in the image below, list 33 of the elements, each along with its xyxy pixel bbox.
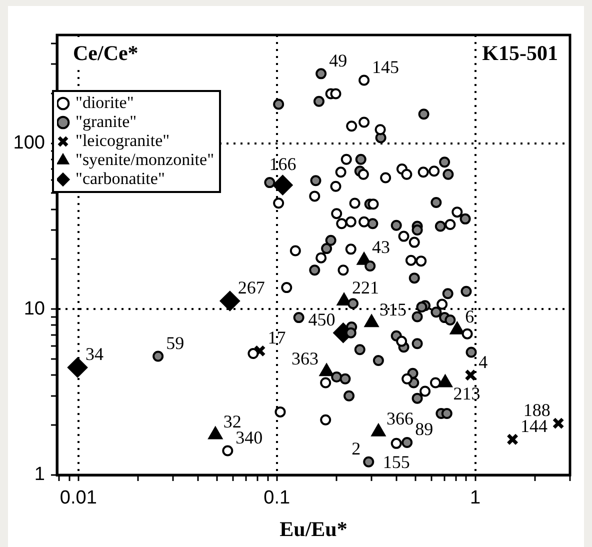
annotation: 59	[166, 332, 184, 353]
annotation: 450	[308, 310, 336, 330]
chart-title: K15-501	[480, 41, 560, 66]
legend-label: "carbonatite"	[76, 168, 165, 188]
y-tick-label: 100	[13, 132, 45, 154]
annotation: 315	[380, 299, 407, 320]
annotation: 366	[386, 408, 414, 429]
x-tick-label: 0.01	[60, 488, 97, 509]
annotation: 34	[86, 344, 104, 364]
annotation: 2	[352, 438, 361, 459]
annotation: 17	[268, 328, 286, 348]
legend-label: "syenite/monzonite"	[76, 150, 214, 169]
annotation: 145	[372, 57, 400, 78]
x-tick-label: 1	[470, 488, 481, 509]
annotation: 166	[269, 154, 296, 174]
annotation: 6	[465, 306, 474, 327]
annotation: 363	[292, 348, 319, 368]
annotation: 221	[352, 278, 380, 298]
annotation: 49	[329, 50, 348, 70]
y-tick-label: 10	[24, 298, 45, 320]
x-tick-label: 0.1	[264, 488, 290, 509]
annotation: 155	[382, 452, 410, 472]
annotation: 213	[453, 383, 480, 404]
y-axis-title: Ce/Ce*	[71, 41, 140, 66]
y-tick-label: 1	[34, 464, 45, 486]
annotation: 43	[372, 237, 390, 258]
legend-label: "diorite"	[76, 92, 134, 112]
annotation: 89	[415, 419, 434, 440]
x-axis-title: Eu/Eu*	[280, 516, 348, 541]
legend-label: "leicogranite"	[76, 130, 170, 150]
annotation: 267	[238, 278, 265, 298]
annotation: 4	[478, 352, 488, 372]
legend-label: "granite"	[76, 112, 137, 131]
